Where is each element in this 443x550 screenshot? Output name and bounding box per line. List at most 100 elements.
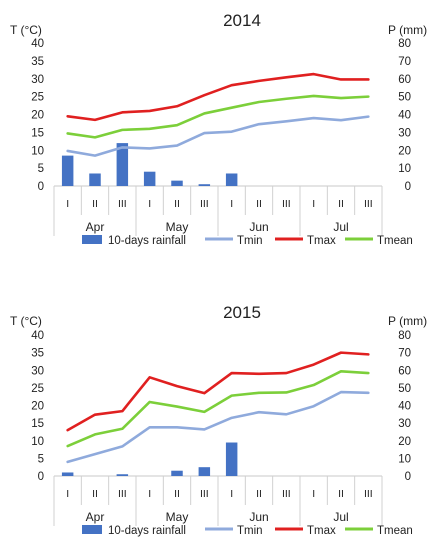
x-month-label: Jul: [333, 510, 348, 524]
series-line-tmean: [66, 94, 370, 139]
y-axis-left-label: T (°C): [10, 23, 42, 37]
legend-swatch-rainfall: [82, 235, 102, 244]
chart-panel-2015: 2015 T (°C) P (mm) 0 5 10 15 20 25 30 35 40 0 10 20 30 4…: [10, 303, 427, 537]
y-right-tick-label: 50: [398, 92, 411, 104]
y-left-tick-label: 35: [31, 348, 44, 360]
y-axis-right-label: P (mm): [388, 314, 427, 328]
y-left-tick-label: 5: [38, 163, 44, 175]
rainfall-bar: [171, 180, 183, 186]
chart-panel-2014: 2014 T (°C) P (mm) 0 5 10 15 20 25 30 35 40 0 10 20 30 4…: [10, 11, 427, 247]
legend-label-tmean: Tmean: [377, 525, 413, 537]
y-left-tick-label: 0: [38, 471, 44, 483]
series-line-tmean: [66, 370, 370, 448]
legend-label-tmax: Tmax: [307, 235, 336, 247]
series-line-tmin: [66, 390, 370, 464]
y-right-tick-label: 10: [398, 163, 411, 175]
rainfall-bar: [143, 171, 156, 186]
x-month-label: Jun: [249, 220, 268, 234]
x-month-label: Jun: [249, 510, 268, 524]
x-month-label: May: [166, 510, 189, 524]
x-category-label: I: [312, 198, 315, 210]
x-category-label: III: [118, 488, 127, 500]
rainfall-bar: [225, 442, 238, 476]
y-right-tick-label: 30: [398, 127, 411, 139]
x-month-label: May: [166, 220, 189, 234]
x-category-label: III: [282, 488, 291, 500]
x-category-label: III: [200, 198, 209, 210]
rainfall-bar: [116, 474, 129, 476]
y-left-tick-label: 25: [31, 383, 44, 395]
x-category-label: I: [148, 488, 151, 500]
y-right-tick-label: 70: [398, 56, 411, 68]
y-axis-left-label: T (°C): [10, 314, 42, 328]
rainfall-bar: [61, 155, 74, 186]
x-month-label: Apr: [86, 220, 105, 234]
y-right-tick-label: 0: [405, 181, 411, 193]
x-category-label: III: [364, 198, 373, 210]
x-category-label: II: [92, 198, 98, 210]
x-month-label: Jul: [333, 220, 348, 234]
y-right-tick-label: 10: [398, 453, 411, 465]
legend-label-rainfall: 10-days rainfall: [108, 525, 186, 537]
series-line-tmin: [66, 115, 370, 157]
x-month-label: Apr: [86, 510, 105, 524]
x-category-label: III: [200, 488, 209, 500]
y-left-tick-label: 20: [31, 110, 44, 122]
rainfall-bar: [89, 173, 101, 186]
y-axis-right-label: P (mm): [388, 23, 427, 37]
rainfall-bar: [171, 470, 183, 476]
x-category-label: II: [92, 488, 98, 500]
legend-label-rainfall: 10-days rainfall: [108, 235, 186, 247]
y-left-tick-label: 10: [31, 145, 44, 157]
y-right-tick-label: 20: [398, 145, 411, 157]
legend-label-tmin: Tmin: [237, 525, 263, 537]
rainfall-bar: [61, 472, 74, 476]
x-category-label: II: [256, 198, 262, 210]
y-left-tick-label: 40: [31, 38, 44, 50]
y-right-tick-label: 30: [398, 418, 411, 430]
y-right-tick-label: 40: [398, 401, 411, 413]
rainfall-bar: [225, 173, 238, 186]
x-category-label: I: [148, 198, 151, 210]
y-left-tick-label: 10: [31, 436, 44, 448]
x-category-label: I: [66, 198, 69, 210]
x-category-label: I: [312, 488, 315, 500]
chart-title: 2015: [223, 303, 261, 322]
y-right-tick-label: 60: [398, 74, 411, 86]
x-category-label: III: [364, 488, 373, 500]
x-category-label: I: [230, 198, 233, 210]
legend: 10-days rainfall Tmin Tmax Tmean: [82, 525, 413, 537]
x-category-label: II: [174, 488, 180, 500]
x-category-label: III: [282, 198, 291, 210]
y-right-tick-label: 20: [398, 436, 411, 448]
legend-label-tmax: Tmax: [307, 525, 336, 537]
y-left-tick-label: 15: [31, 127, 44, 139]
legend-label-tmean: Tmean: [377, 235, 413, 247]
y-left-tick-label: 15: [31, 418, 44, 430]
legend-label-tmin: Tmin: [237, 235, 263, 247]
y-left-tick-label: 20: [31, 401, 44, 413]
y-right-tick-label: 40: [398, 110, 411, 122]
y-left-tick-label: 35: [31, 56, 44, 68]
rainfall-bar: [198, 467, 211, 476]
y-left-tick-label: 30: [31, 74, 44, 86]
y-left-tick-label: 0: [38, 181, 44, 193]
y-left-tick-label: 5: [38, 453, 44, 465]
x-category-label: II: [338, 198, 344, 210]
y-left-tick-label: 30: [31, 365, 44, 377]
x-category-label: I: [66, 488, 69, 500]
y-right-tick-label: 60: [398, 365, 411, 377]
x-category-label: III: [118, 198, 127, 210]
rainfall-bar: [116, 143, 129, 186]
x-category-label: II: [174, 198, 180, 210]
y-right-tick-label: 80: [398, 38, 411, 50]
x-category-label: II: [256, 488, 262, 500]
legend: 10-days rainfall Tmin Tmax Tmean: [82, 235, 413, 247]
legend-swatch-rainfall: [82, 525, 102, 534]
y-left-tick-label: 25: [31, 92, 44, 104]
x-category-label: II: [338, 488, 344, 500]
y-right-tick-label: 50: [398, 383, 411, 395]
series-line-tmax: [66, 72, 370, 122]
x-category-label: I: [230, 488, 233, 500]
